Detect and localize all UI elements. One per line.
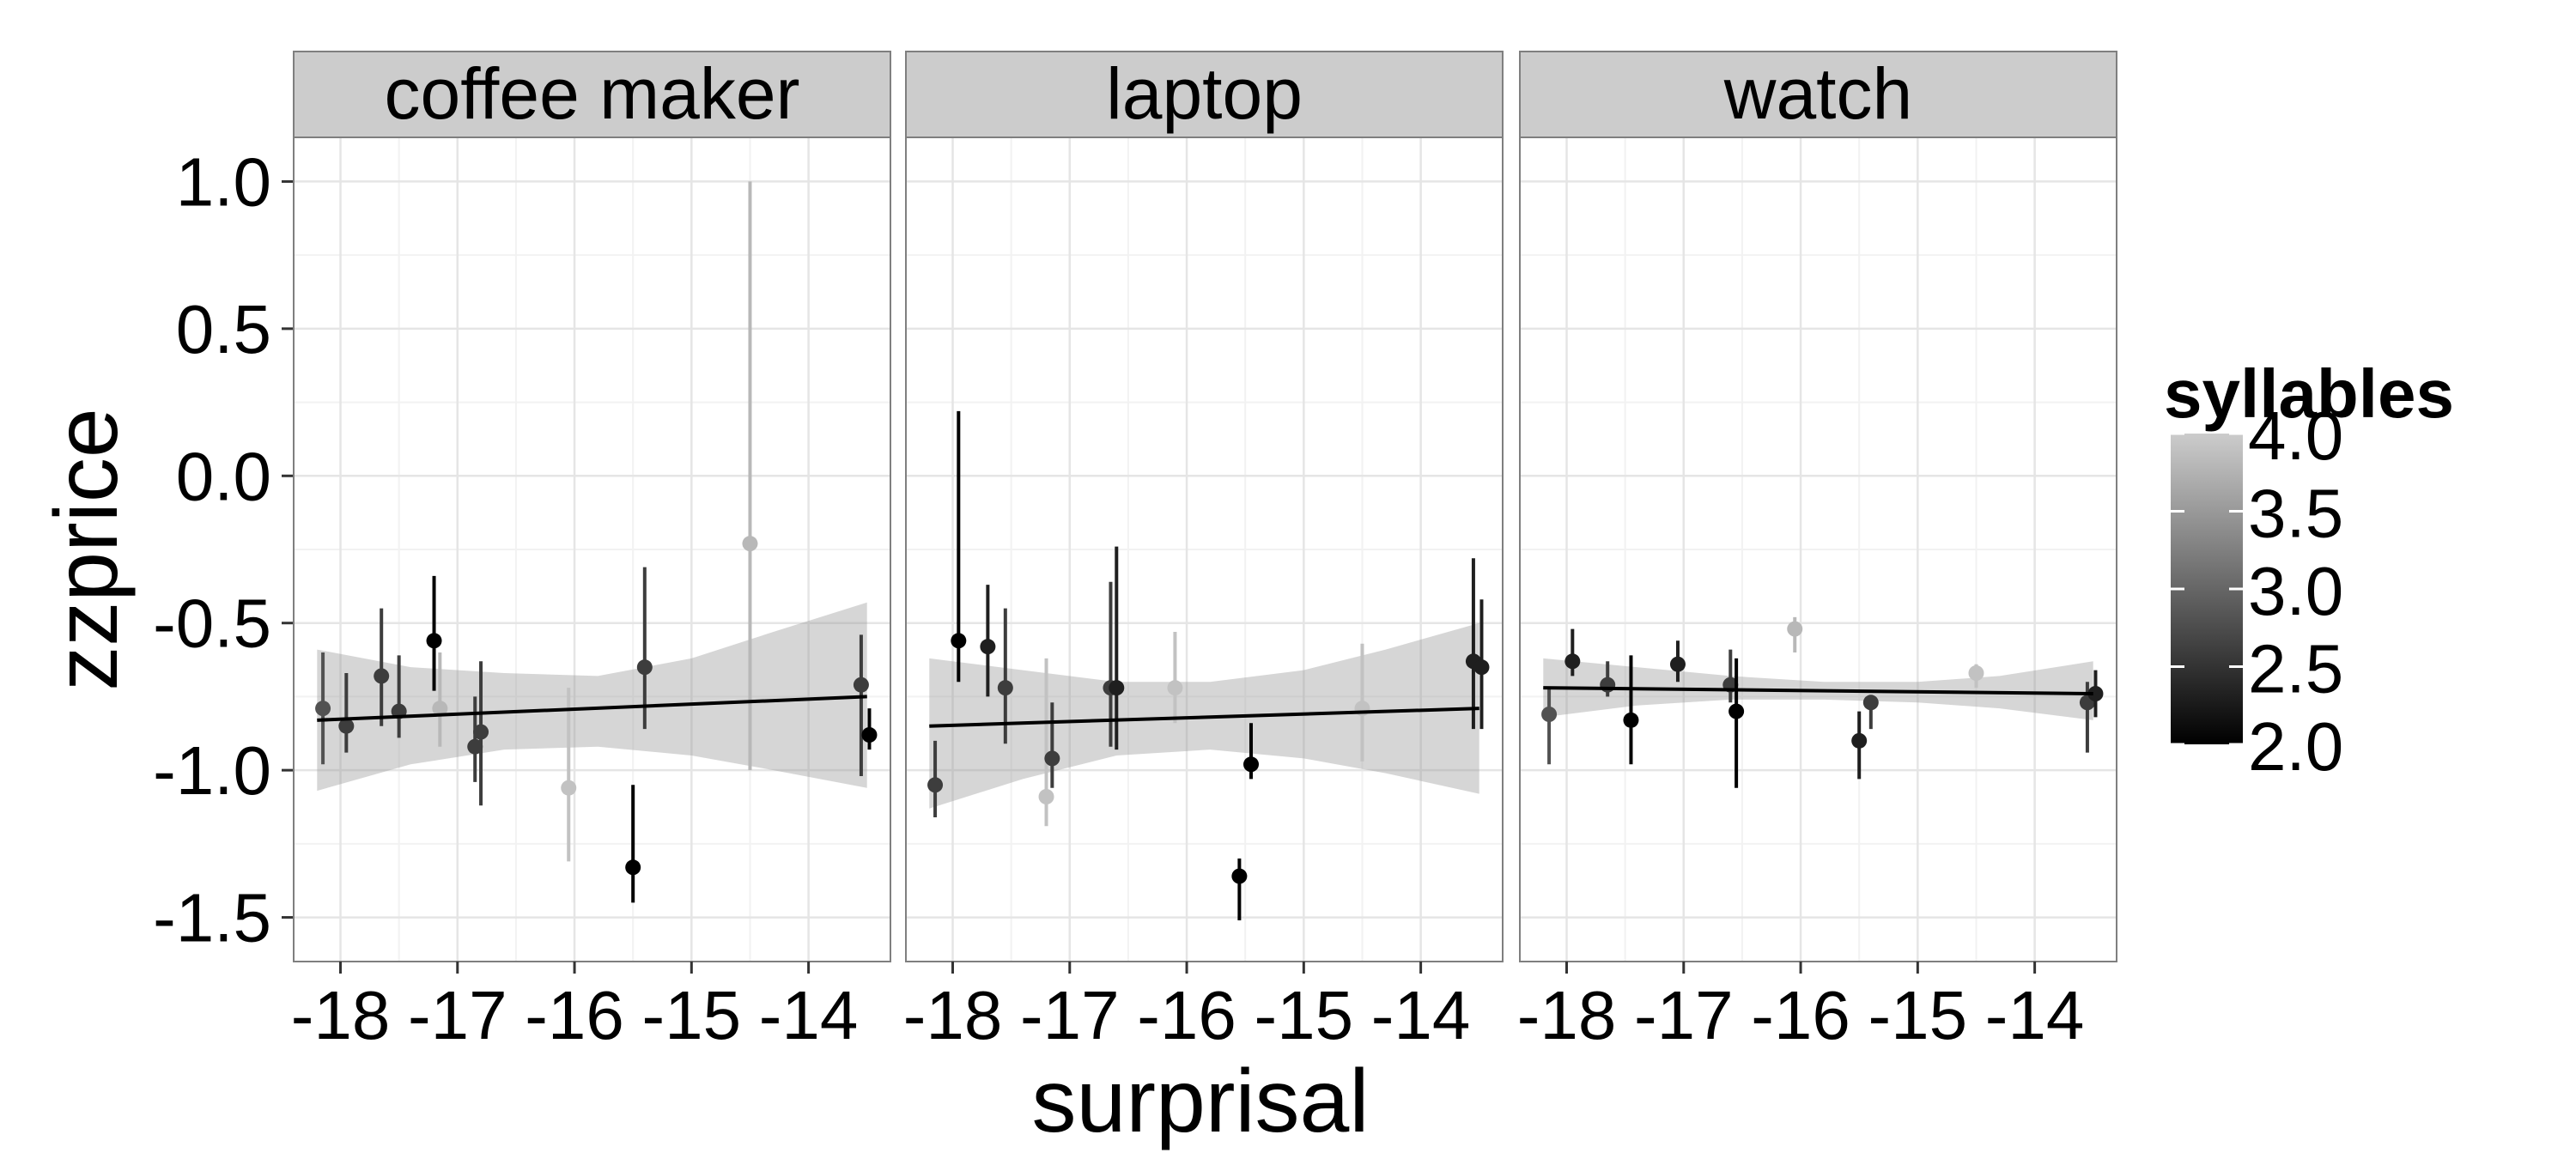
- x-tick-label: -14: [1371, 977, 1471, 1053]
- x-tick-label: -14: [1985, 977, 2085, 1053]
- y-tick-label: -1.5: [153, 880, 271, 956]
- confidence-ribbon: [317, 602, 867, 792]
- data-point: [1038, 789, 1054, 804]
- legend-tick-label: 3.0: [2248, 553, 2343, 629]
- facet-strip-label: watch: [1723, 53, 1912, 134]
- x-axis-title: surprisal: [1032, 1052, 1370, 1151]
- data-point: [636, 659, 653, 676]
- data-point: [338, 718, 355, 734]
- data-point: [742, 536, 758, 552]
- data-point: [2087, 686, 2104, 701]
- x-tick-label: -16: [525, 977, 624, 1053]
- data-point: [432, 701, 448, 717]
- data-point: [1728, 703, 1745, 719]
- data-point: [1851, 732, 1868, 749]
- legend-tick-label: 2.0: [2248, 708, 2343, 785]
- regression-line: [929, 707, 1479, 728]
- gridlines: [906, 137, 1503, 962]
- panel-border: [293, 137, 891, 962]
- panel-border: [1519, 137, 2117, 962]
- y-tick-label: 0.0: [176, 438, 271, 514]
- x-tick-label: -16: [1137, 977, 1236, 1053]
- facet-strip-label: laptop: [1106, 53, 1303, 134]
- data-point: [1623, 712, 1639, 728]
- legend-tick-label: 2.5: [2248, 631, 2343, 707]
- regression-line: [317, 695, 867, 722]
- facet-panel: laptop: [905, 51, 1504, 962]
- data-point: [561, 780, 577, 796]
- data-point: [374, 668, 390, 684]
- data-point: [1862, 695, 1879, 711]
- data-point: [625, 859, 641, 876]
- data-point: [1167, 680, 1183, 696]
- facet-panel: watch: [1519, 51, 2117, 962]
- data-point: [997, 680, 1013, 696]
- data-point: [1473, 659, 1490, 676]
- x-tick-label: -15: [1255, 977, 1354, 1053]
- data-point: [467, 738, 483, 755]
- x-axis: -18 -17 -16 -15 -14 -18 -17 -16 -15 -14 -18 -17 -16-…: [291, 962, 2085, 1053]
- legend-tick-label: 3.5: [2248, 476, 2343, 552]
- data-point: [1109, 680, 1125, 696]
- data-point: [853, 677, 869, 693]
- data-point: [1787, 621, 1803, 637]
- data-point: [315, 701, 331, 717]
- data-point: [1600, 677, 1616, 693]
- x-tick-label: -17: [408, 977, 507, 1053]
- facet-strip: [1519, 51, 2117, 138]
- data-point: [1044, 750, 1060, 767]
- facet-strip: [905, 51, 1504, 138]
- y-tick-label: 1.0: [176, 143, 271, 220]
- data-point: [1968, 665, 1984, 681]
- data-point: [861, 727, 878, 743]
- facet-panels: coffee maker laptop watch: [293, 51, 2117, 962]
- facet-panel: coffee maker: [293, 51, 891, 962]
- legend: syllables 2.02.53.03.54.0: [2164, 355, 2454, 785]
- data-point: [1669, 656, 1686, 672]
- data-points: [1541, 616, 2104, 788]
- y-tick-label: -1.0: [153, 732, 271, 809]
- y-tick-label: -0.5: [153, 586, 271, 662]
- x-tick-label: -18: [903, 977, 1003, 1053]
- data-point: [1231, 868, 1248, 884]
- x-tick-label: -14: [759, 977, 859, 1053]
- x-tick-label: -18: [1517, 977, 1617, 1053]
- legend-tick-label: 4.0: [2248, 397, 2343, 474]
- facet-strip-label: coffee maker: [384, 53, 799, 134]
- x-tick-label: -16: [1751, 977, 1850, 1053]
- x-tick-label: -15: [1868, 977, 1968, 1053]
- regression-line: [1543, 686, 2093, 695]
- data-point: [927, 777, 944, 793]
- x-tick-label: -17: [1020, 977, 1120, 1053]
- data-points: [315, 181, 878, 903]
- data-point: [951, 633, 967, 649]
- gridlines: [1520, 137, 2117, 962]
- y-axis-title: zzprice: [37, 408, 137, 690]
- data-point: [1564, 653, 1581, 670]
- data-point: [1243, 756, 1260, 773]
- data-point: [980, 639, 996, 655]
- y-tick-label: 0.5: [176, 291, 271, 367]
- facet-strip: [293, 51, 891, 138]
- data-point: [426, 633, 442, 649]
- data-point: [473, 724, 489, 740]
- x-tick-label: -15: [642, 977, 742, 1053]
- x-tick-label: -17: [1634, 977, 1734, 1053]
- x-tick-label: -18: [291, 977, 391, 1053]
- legend-title: syllables: [2164, 355, 2454, 432]
- panel-border: [905, 137, 1504, 962]
- y-axis: 1.0 0.5 0.0 -0.5 -1.0 -1.5: [153, 143, 294, 956]
- data-point: [1541, 707, 1558, 722]
